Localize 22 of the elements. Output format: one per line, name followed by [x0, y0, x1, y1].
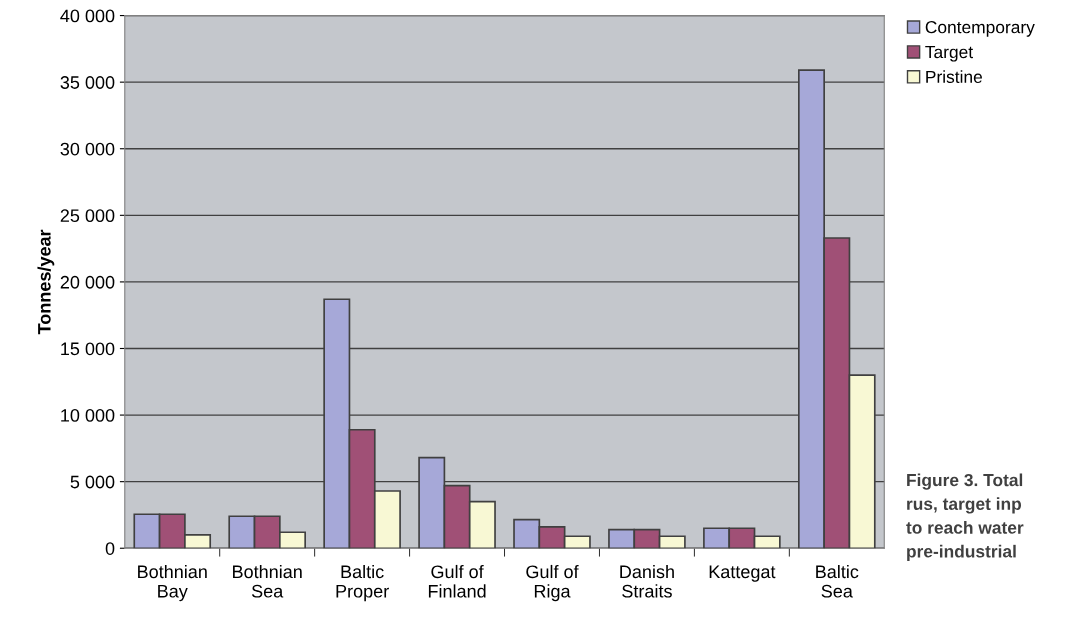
x-tick-label: Gulf of Riga	[526, 564, 579, 602]
y-tick-label: 30 000	[60, 142, 115, 156]
y-tick-label: 35 000	[60, 76, 115, 89]
x-tick-label: Gulf of Finland	[428, 564, 486, 598]
x-tick-label: Danish Straits	[620, 564, 674, 598]
legend-label: Pristine	[926, 70, 982, 84]
x-tick-label: Bothnian Bay	[138, 564, 207, 602]
x-tick-label: Bothnian Sea	[233, 564, 302, 598]
legend-label: Target	[925, 46, 973, 62]
x-tick-label: Kattegat	[709, 565, 776, 582]
x-tick-label: Baltic Proper	[336, 564, 389, 602]
y-tick-label: 0	[105, 542, 115, 555]
y-tick-label: 15 000	[61, 342, 115, 356]
y-tick-label: 5 000	[70, 475, 115, 489]
y-tick-label: 40 000	[60, 9, 115, 23]
y-tick-label: 10 000	[61, 409, 115, 422]
y-axis-title: Tonnes/year	[37, 229, 55, 335]
legend-label: Contemporary	[925, 21, 1035, 37]
y-tick-label: 20 000	[60, 275, 115, 289]
y-tick-label: 25 000	[60, 209, 115, 223]
x-tick-label: Baltic Sea	[816, 564, 859, 598]
caption: Figure 3. Total rus, target inp to reach water pre-industrial	[906, 473, 1024, 562]
